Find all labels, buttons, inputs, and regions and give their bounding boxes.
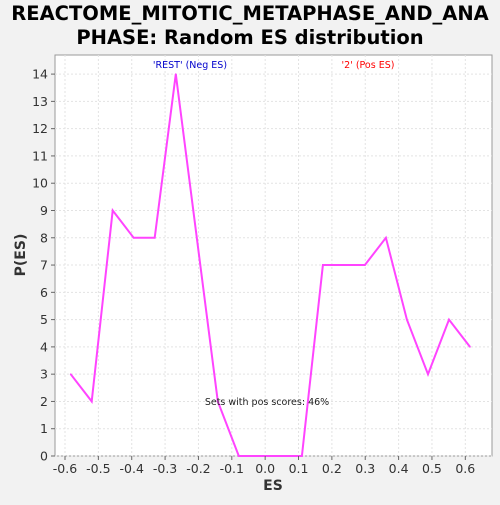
- data-point: [132, 236, 135, 239]
- data-point: [90, 400, 93, 403]
- data-point: [238, 455, 240, 457]
- y-tick-label: 7: [40, 258, 48, 273]
- data-point: [427, 373, 429, 375]
- y-tick-label: 12: [32, 121, 48, 136]
- data-point: [301, 455, 303, 457]
- data-point: [216, 400, 219, 403]
- axes: -0.6 -0.5 -0.4 -0.3 -0.2 -0.1 0.0 0.1 0.2 0.3 0.4 0…: [32, 67, 475, 476]
- y-tick-label: 9: [40, 203, 48, 218]
- x-tick-label: 0.1: [289, 461, 309, 476]
- data-point: [195, 236, 198, 239]
- series-line: [69, 73, 471, 457]
- y-tick-label: 8: [40, 230, 48, 245]
- x-tick-label: -0.5: [86, 461, 110, 476]
- data-point: [448, 318, 450, 321]
- pos-es-label: '2' (Pos ES): [342, 60, 395, 71]
- y-tick-label: 4: [40, 339, 48, 354]
- y-tick-label: 2: [40, 394, 48, 409]
- pos-scores-annotation: Sets with pos scores: 46%: [205, 397, 329, 408]
- data-point: [406, 318, 408, 321]
- y-tick-label: 14: [32, 67, 48, 82]
- data-point: [111, 209, 114, 212]
- x-tick-label: -0.1: [220, 461, 244, 476]
- x-tick-label: -0.2: [186, 461, 210, 476]
- x-tick-label: -0.6: [53, 461, 77, 476]
- x-axis-label: ES: [263, 478, 283, 494]
- x-tick-label: -0.4: [120, 461, 144, 476]
- data-point: [469, 346, 471, 348]
- data-point: [153, 236, 156, 239]
- series-layer: [69, 73, 471, 457]
- data-point: [343, 264, 345, 266]
- neg-es-label: 'REST' (Neg ES): [153, 60, 227, 71]
- data-point: [69, 373, 72, 375]
- y-tick-label: 1: [40, 421, 48, 436]
- x-tick-label: -0.3: [153, 461, 177, 476]
- x-tick-label: 0.5: [422, 461, 442, 476]
- y-tick-label: 11: [32, 148, 48, 163]
- x-tick-label: 0.0: [255, 461, 275, 476]
- data-point: [385, 236, 387, 239]
- y-tick-label: 6: [40, 285, 48, 300]
- y-tick-label: 3: [40, 367, 48, 382]
- chart-title-line-2: PHASE: Random ES distribution: [76, 26, 423, 49]
- plot-area: [54, 54, 493, 457]
- y-tick-label: 0: [40, 449, 48, 464]
- y-tick-label: 10: [32, 176, 48, 191]
- data-point: [259, 455, 261, 457]
- chart-title-line-1: REACTOME_MITOTIC_METAPHASE_AND_ANA: [11, 2, 489, 25]
- x-tick-label: 0.3: [355, 461, 375, 476]
- gridlines: [55, 55, 492, 457]
- x-tick-label: 0.2: [322, 461, 342, 476]
- data-point: [364, 264, 366, 266]
- data-point: [280, 455, 282, 457]
- y-tick-label: 13: [32, 94, 48, 109]
- x-tick-label: 0.6: [455, 461, 475, 476]
- data-point: [174, 73, 177, 75]
- y-tick-label: 5: [40, 312, 48, 327]
- y-axis-label: P(ES): [13, 234, 29, 277]
- x-tick-label: 0.4: [389, 461, 409, 476]
- data-point: [322, 264, 324, 266]
